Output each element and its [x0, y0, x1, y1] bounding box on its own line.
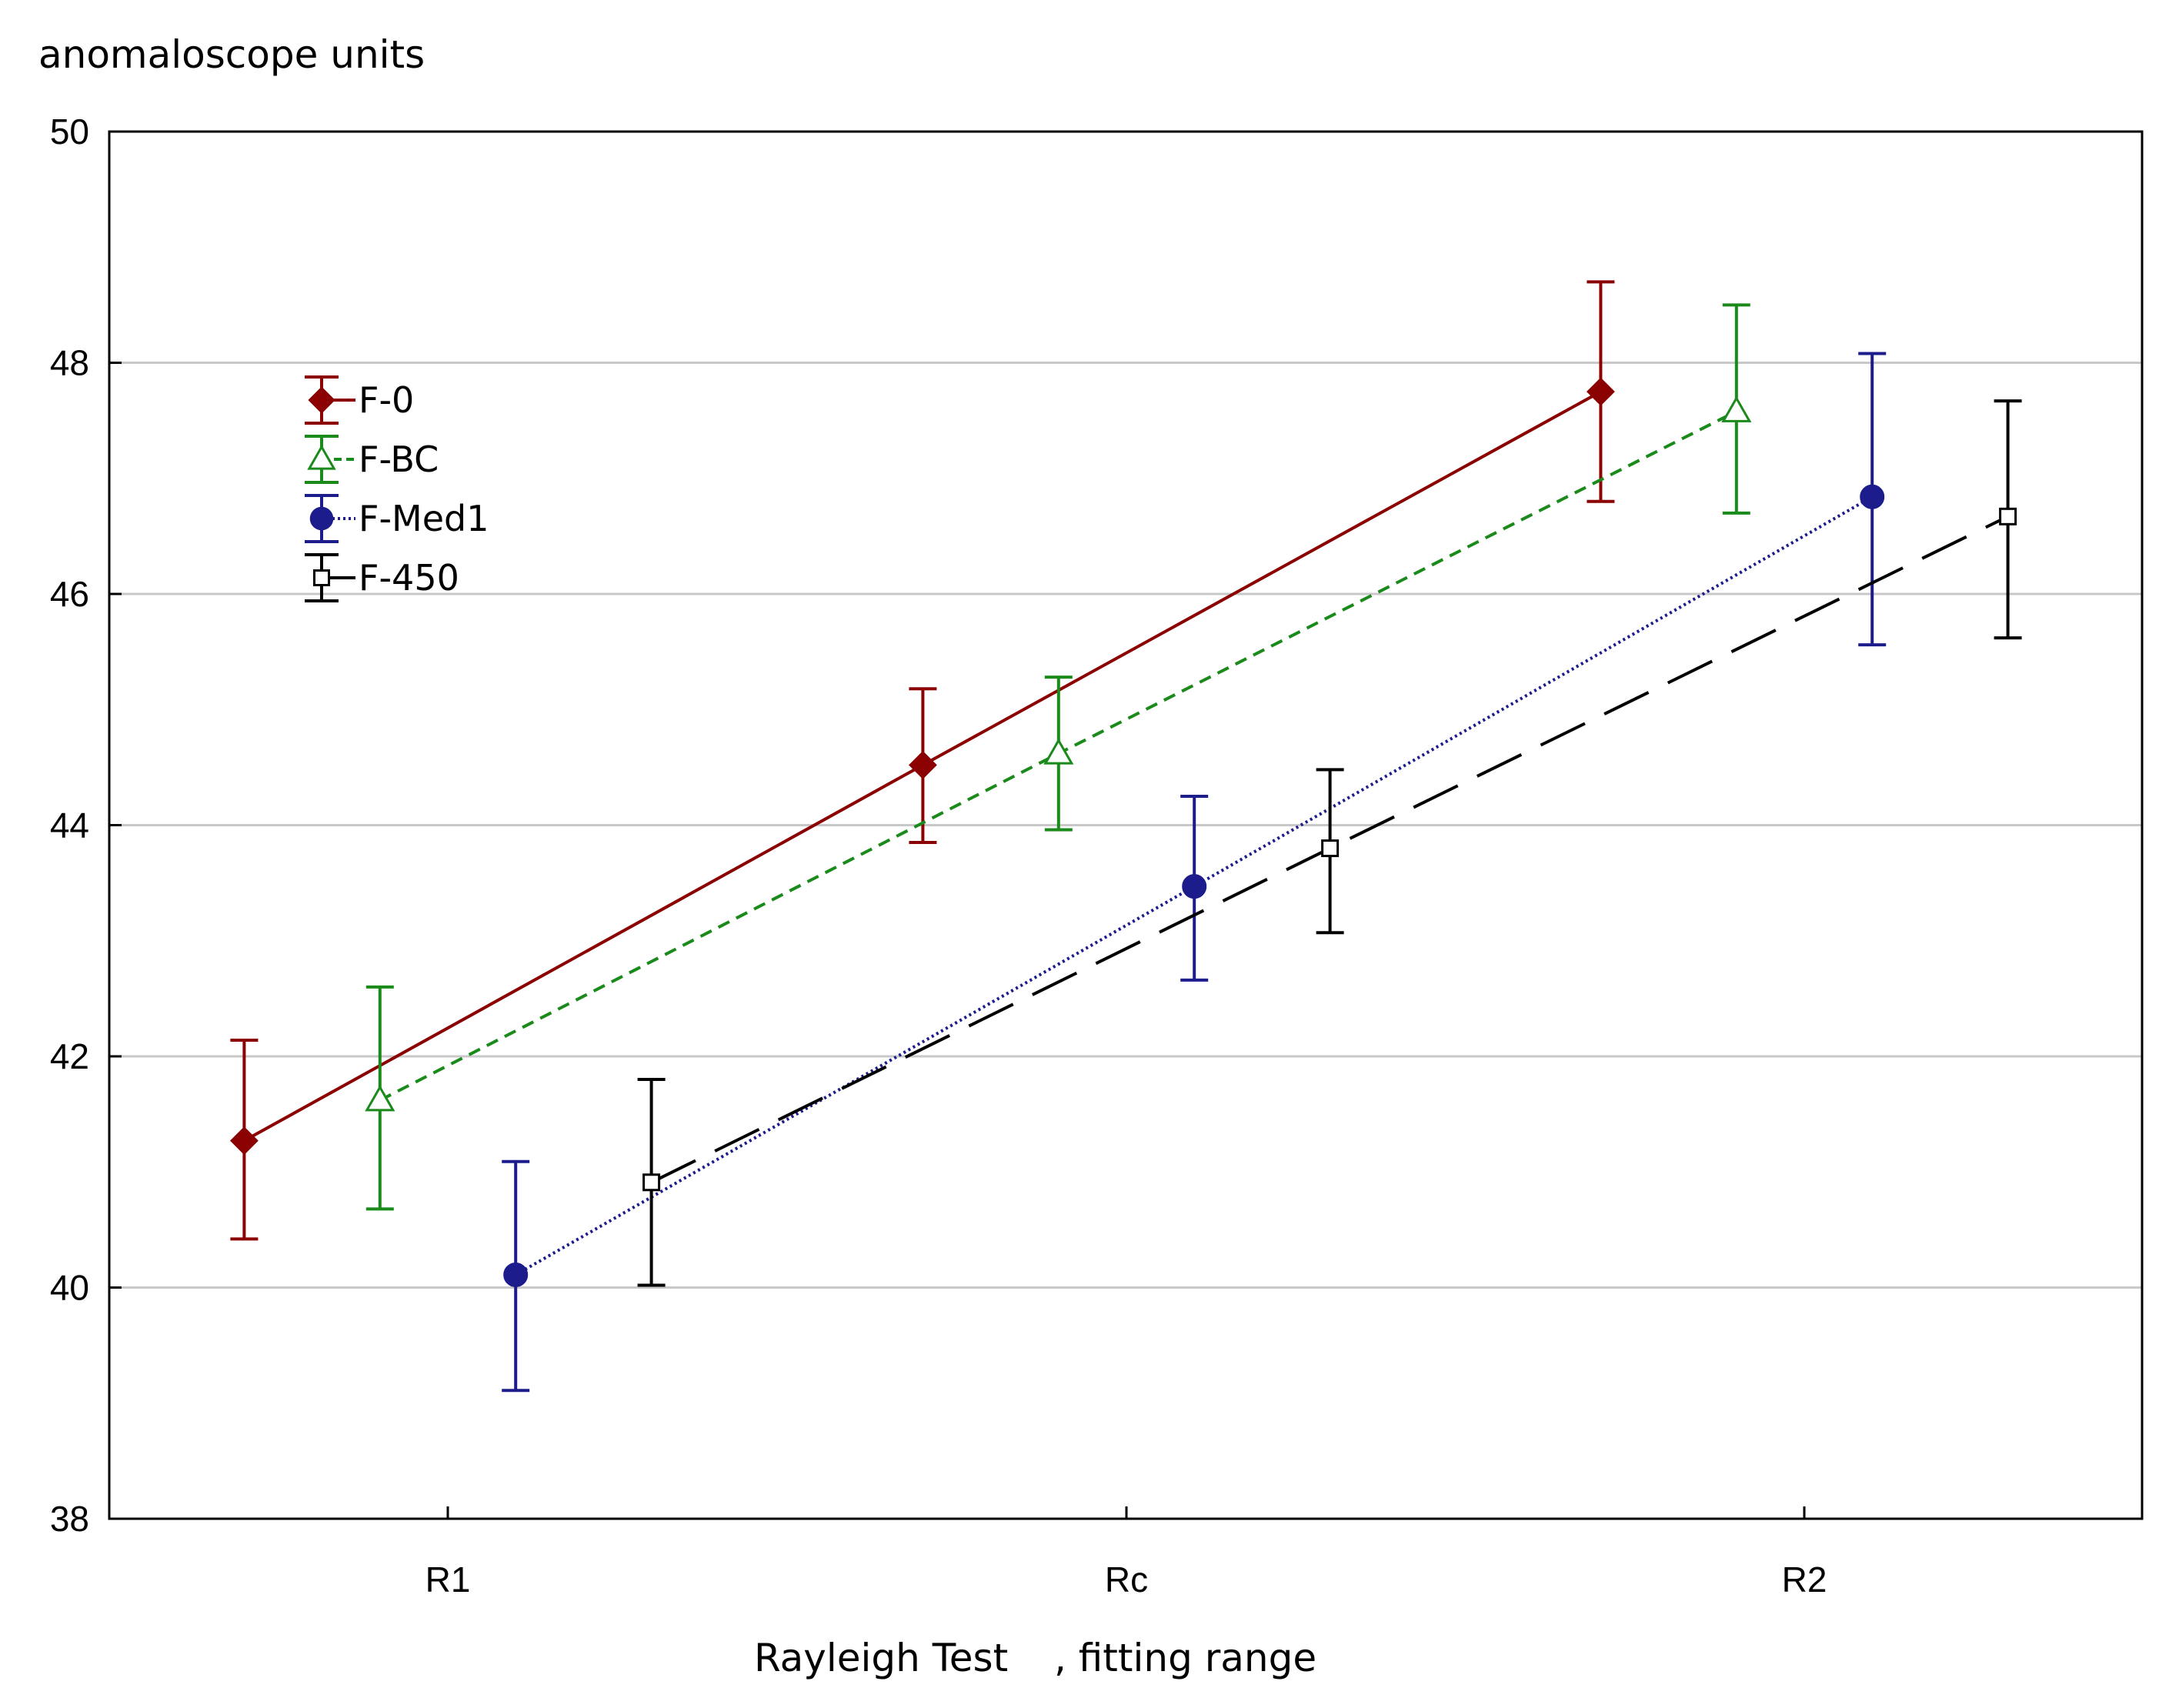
marker-triangle — [1043, 738, 1074, 765]
series-f-bc — [365, 303, 1752, 1211]
y-tick-label: 38 — [50, 1499, 89, 1539]
marker-diamond — [308, 386, 335, 414]
series-f-0 — [229, 280, 1615, 1241]
legend-item-f-med1: F-Med1 — [305, 494, 489, 543]
x-tick-label: R1 — [425, 1560, 471, 1600]
marker-circle — [1182, 874, 1207, 899]
legend-label: F-BC — [359, 439, 439, 480]
series-f-450 — [637, 399, 2022, 1287]
x-axis-title: Rayleigh Test — [754, 1636, 1008, 1680]
marker-square — [313, 569, 330, 586]
y-tick-label: 40 — [50, 1268, 89, 1308]
y-tick-label: 46 — [50, 574, 89, 614]
y-axis-title: anomaloscope units — [38, 32, 425, 77]
x-axis-title-suffix: , fitting range — [1054, 1636, 1316, 1680]
legend-item-f-0: F-0 — [305, 375, 414, 425]
marker-diamond — [229, 1126, 259, 1156]
marker-triangle — [365, 1085, 395, 1112]
y-tick-label: 48 — [50, 343, 89, 383]
marker-square — [642, 1173, 661, 1192]
series-f-med1 — [502, 352, 1887, 1393]
legend-item-f-bc: F-BC — [305, 435, 439, 484]
x-tick-label: R2 — [1782, 1560, 1827, 1600]
y-tick-label: 42 — [50, 1036, 89, 1076]
marker-square — [1321, 839, 1340, 858]
legend-label: F-Med1 — [359, 498, 489, 539]
marker-circle — [309, 506, 334, 531]
legend: F-0 F-BC F-Med1 F-450 — [305, 375, 489, 602]
axis-ticks: 38 40 42 44 46 48 50 R1 Rc R2 — [50, 112, 1827, 1600]
legend-label: F-450 — [359, 557, 459, 599]
x-tick-label: Rc — [1105, 1560, 1148, 1600]
y-tick-label: 44 — [50, 806, 89, 846]
marker-square — [1999, 507, 2017, 525]
marker-triangle — [307, 444, 336, 470]
marker-diamond — [908, 750, 937, 779]
legend-label: F-0 — [359, 379, 414, 421]
marker-circle — [503, 1262, 529, 1287]
marker-circle — [1860, 484, 1885, 509]
series-layer — [229, 280, 2022, 1393]
marker-diamond — [1586, 377, 1615, 406]
grid-lines — [109, 362, 2142, 1289]
marker-triangle — [1721, 395, 1752, 422]
legend-item-f-450: F-450 — [305, 553, 459, 602]
y-tick-label: 50 — [50, 112, 89, 152]
